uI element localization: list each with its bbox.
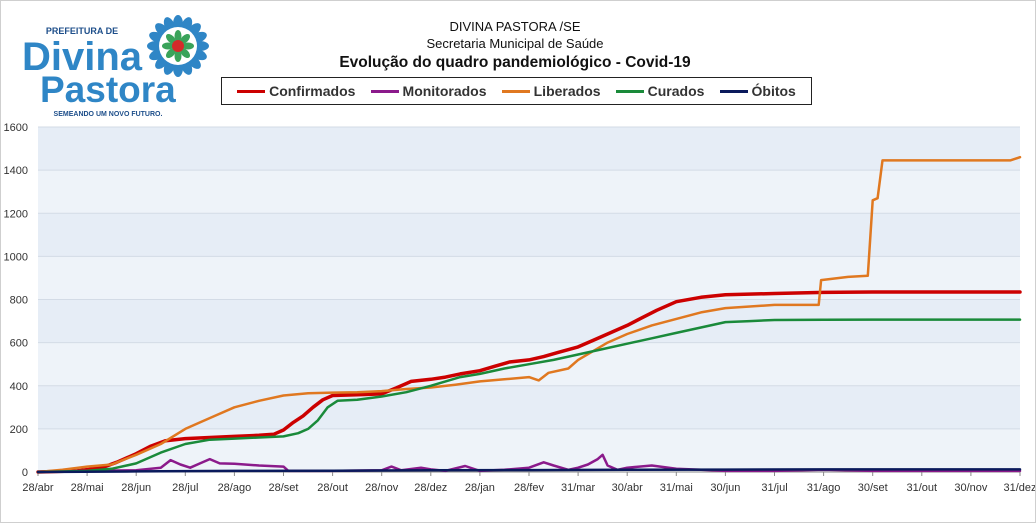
- legend-swatch: [501, 89, 530, 93]
- legend-item-confirmados: Confirmados: [237, 83, 355, 99]
- x-tick-label: 28/jun: [121, 482, 151, 494]
- x-tick-label: 28/mai: [71, 482, 104, 494]
- logo: PREFEITURA DE Divina Pastora SEMEANDO UM…: [20, 12, 220, 122]
- logo-word-pastora: Pastora: [40, 69, 176, 110]
- legend-label: Liberados: [533, 83, 601, 99]
- flower-emblem-icon: [147, 15, 209, 77]
- x-tick-label: 28/jul: [172, 482, 198, 494]
- y-tick-label: 400: [10, 381, 28, 393]
- logo-top-text: PREFEITURA DE: [46, 26, 118, 36]
- series-line-confirmados: [36, 290, 1022, 474]
- grid-layer: [38, 126, 1020, 473]
- legend-item-curados: Curados: [615, 83, 705, 99]
- legend-swatch: [615, 89, 644, 93]
- legend-label: Curados: [647, 83, 705, 99]
- x-tick-label: 28/abr: [22, 482, 54, 494]
- x-tick-label: 31/jul: [761, 482, 787, 494]
- legend-swatch: [237, 89, 266, 93]
- y-tick-label: 600: [10, 338, 28, 350]
- x-tick-label: 28/fev: [514, 482, 544, 494]
- chart-title: Evolução do quadro pandemiológico - Covi…: [339, 54, 691, 71]
- axis-layer: 0 200 400 600 800 1000 1200 1400 1600 28/abr 28/ma…: [4, 122, 1036, 494]
- y-tick-label: 1400: [4, 165, 28, 177]
- legend-swatch: [370, 89, 399, 93]
- chart-legend: Confirmados Monitorados Liberados Curados Ób…: [221, 77, 812, 105]
- x-tick-label: 31/mar: [561, 482, 596, 494]
- x-tick-label: 31/ago: [807, 482, 841, 494]
- logo-tagline: SEMEANDO UM NOVO FUTURO.: [54, 111, 163, 118]
- x-tick-label: 30/abr: [612, 482, 644, 494]
- series-line-liberados: [36, 155, 1022, 474]
- chart-header: DIVINA PASTORA /SE Secretaria Municipal …: [320, 18, 710, 73]
- x-tick-label: 28/set: [269, 482, 299, 494]
- legend-label: Confirmados: [269, 83, 356, 99]
- series-line-monitorados: [36, 453, 1022, 474]
- legend-item-obitos: Óbitos: [719, 83, 796, 99]
- y-tick-label: 1600: [4, 122, 28, 134]
- x-tick-label: 31/out: [907, 482, 938, 494]
- legend-label: Monitorados: [402, 83, 487, 99]
- x-tick-label: 31/mai: [660, 482, 693, 494]
- municipality-name: DIVINA PASTORA /SE: [449, 19, 581, 34]
- series-layer: [36, 155, 1022, 474]
- x-tick-label: 30/nov: [954, 482, 988, 494]
- y-tick-label: 800: [10, 295, 28, 307]
- x-tick-label: 30/jun: [710, 482, 740, 494]
- prefeitura-logo: PREFEITURA DE Divina Pastora SEMEANDO UM…: [22, 15, 209, 118]
- y-tick-label: 200: [10, 424, 28, 436]
- y-tick-label: 0: [22, 467, 28, 479]
- x-tick-label: 31/dez: [1003, 482, 1036, 494]
- series-line-obitos: [36, 468, 1022, 474]
- legend-item-monitorados: Monitorados: [370, 83, 487, 99]
- legend-swatch: [719, 89, 748, 93]
- x-tick-label: 28/dez: [414, 482, 447, 494]
- series-line-curados: [36, 318, 1022, 474]
- x-tick-label: 30/set: [858, 482, 888, 494]
- y-tick-label: 1200: [4, 208, 28, 220]
- department-name: Secretaria Municipal de Saúde: [426, 36, 604, 51]
- y-tick-label: 1000: [4, 251, 28, 263]
- x-tick-label: 28/out: [317, 482, 348, 494]
- legend-label: Óbitos: [751, 83, 796, 99]
- legend-item-liberados: Liberados: [501, 83, 601, 99]
- logo-word-divina: Divina: [22, 35, 143, 79]
- x-tick-label: 28/jan: [465, 482, 495, 494]
- x-tick-label: 28/ago: [218, 482, 252, 494]
- x-tick-label: 28/nov: [365, 482, 399, 494]
